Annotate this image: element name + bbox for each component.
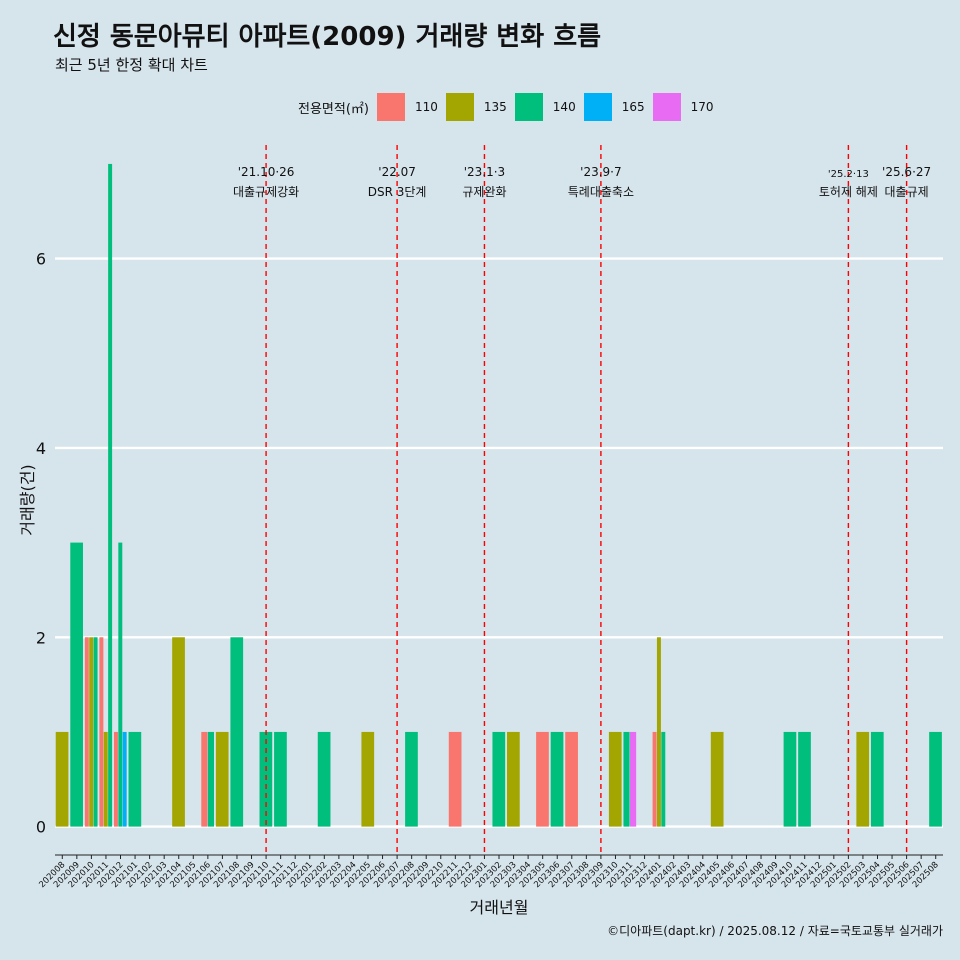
bar-202405-135 (710, 731, 724, 827)
bar-202311-140 (623, 731, 630, 827)
bar-202211-110 (448, 731, 462, 827)
event-label-4: 토허제 해제 (819, 185, 878, 199)
bar-202310-135 (608, 731, 622, 827)
legend-swatch-170 (652, 93, 681, 121)
legend-item-140: 140 (514, 93, 576, 121)
bar-202401-140 (661, 731, 666, 827)
bar-202011-135 (103, 731, 108, 827)
event-date-1: '22.07 (378, 165, 416, 179)
legend-swatch-110 (376, 93, 405, 121)
event-label-3: 특례대출축소 (568, 185, 634, 199)
bar-202306-140 (550, 731, 564, 827)
legend-item-165: 165 (583, 93, 645, 121)
event-date-0: '21.10·26 (238, 165, 295, 179)
bar-202010-135 (89, 637, 94, 827)
bar-202011-140 (108, 163, 113, 827)
bar-202106-140 (207, 731, 215, 827)
event-label-0: 대출규제강화 (233, 185, 299, 199)
y-tick-label-0: 0 (36, 818, 46, 837)
bar-202307-110 (565, 731, 578, 827)
legend-swatch-135 (445, 93, 474, 121)
legend-label-170: 170 (690, 100, 714, 114)
bar-202108-140 (230, 637, 244, 827)
bar-202311-170 (630, 731, 637, 827)
legend-label-110: 110 (414, 100, 438, 114)
bar-202111-140 (274, 731, 287, 827)
bar-202401-110 (652, 731, 657, 827)
legend-label-135: 135 (483, 100, 507, 114)
bar-202202-140 (317, 731, 331, 827)
event-date-4: '25.2·13 (828, 169, 869, 180)
chart-title: 신정 동문아뮤티 아파트(2009) 거래량 변화 흐름 (53, 22, 602, 52)
bar-202401-135 (656, 637, 661, 827)
bar-202008-135 (55, 731, 69, 827)
chart-subtitle: 최근 5년 한정 확대 차트 (55, 56, 208, 74)
legend-title: 전용면적(㎡) (298, 101, 369, 117)
source-caption: ©디아파트(dapt.kr) / 2025.08.12 / 자료=국토교통부 실… (607, 924, 943, 938)
legend-item-170: 170 (652, 93, 714, 121)
legend-label-140: 140 (552, 100, 576, 114)
legend-label-165: 165 (621, 100, 645, 114)
bar-202302-140 (492, 731, 506, 827)
bar-202503-135 (856, 731, 870, 827)
bar-202411-140 (798, 731, 811, 827)
bar-202011-110 (99, 637, 104, 827)
event-date-2: '23.1·3 (464, 165, 505, 179)
event-label-5: 대출규제 (885, 185, 929, 199)
bar-202305-110 (536, 731, 549, 827)
event-date-5: '25.6·27 (882, 165, 931, 179)
bar-202205-135 (361, 731, 375, 827)
y-axis-title: 거래량(건) (18, 464, 37, 535)
event-date-3: '23.9·7 (580, 165, 621, 179)
bar-202101-140 (128, 731, 142, 827)
y-tick-label-4: 4 (36, 439, 46, 458)
bar-202010-110 (84, 637, 89, 827)
legend-swatch-165 (583, 93, 612, 121)
bar-202303-135 (507, 731, 520, 827)
bar-202106-110 (201, 731, 208, 827)
event-label-1: DSR 3단계 (368, 185, 427, 199)
bar-202504-140 (870, 731, 884, 827)
x-axis-title: 거래년월 (470, 898, 529, 917)
bar-202009-140 (70, 542, 83, 827)
bar-202012-140 (118, 542, 123, 827)
y-tick-label-6: 6 (36, 250, 46, 269)
bar-202010-140 (93, 637, 98, 827)
legend-item-135: 135 (445, 93, 507, 121)
event-label-2: 규제완화 (462, 185, 506, 199)
bar-202508-140 (929, 731, 942, 827)
bar-202107-135 (215, 731, 229, 827)
legend: 전용면적(㎡) 110 135 140 165 170 (298, 93, 722, 121)
bar-202410-140 (783, 731, 797, 827)
legend-item-110: 110 (376, 93, 438, 121)
bar-202012-165 (122, 731, 127, 827)
bar-202104-135 (172, 637, 185, 827)
bar-202012-110 (113, 731, 118, 827)
bar-202208-140 (405, 731, 418, 827)
legend-swatch-140 (514, 93, 543, 121)
y-tick-label-2: 2 (36, 628, 46, 647)
